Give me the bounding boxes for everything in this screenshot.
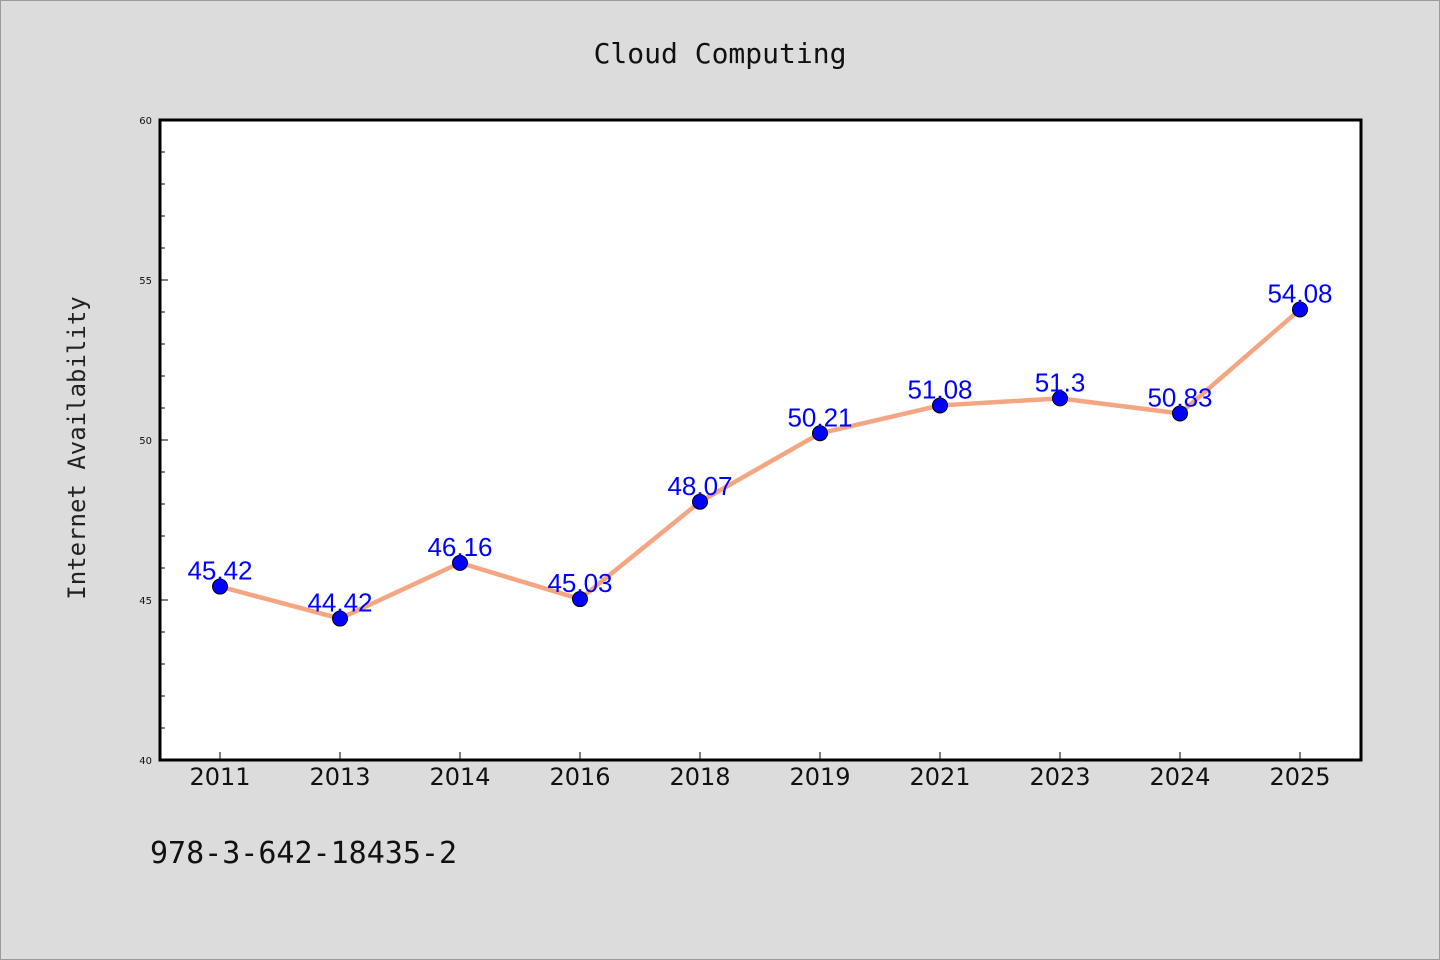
- data-point: [1172, 405, 1188, 422]
- y-axis-label: Internet Availability: [63, 296, 91, 599]
- x-tick-label: 2021: [909, 763, 970, 791]
- data-point: [572, 591, 588, 608]
- data-labels-group: 45.42 44.42 46.16 45.03 48.07 50.21 51.08 51.3 5…: [187, 278, 1332, 617]
- data-label: 50.21: [787, 402, 852, 432]
- chart-title: Cloud Computing: [594, 37, 847, 70]
- data-point: [812, 425, 828, 442]
- x-tick-label: 2014: [429, 763, 490, 791]
- footer-text: 978-3-642-18435-2: [150, 836, 457, 871]
- y-tick-label: 60: [139, 116, 152, 127]
- data-point: [1052, 390, 1068, 407]
- y-axis: 40 45 50 55 60: [139, 116, 168, 767]
- data-point: [212, 578, 228, 595]
- data-point: [1292, 301, 1308, 318]
- series-line: [217, 307, 1303, 621]
- data-point: [692, 493, 708, 510]
- x-tick-label: 2025: [1269, 763, 1330, 791]
- y-tick-label: 45: [139, 596, 152, 607]
- x-tick-label: 2018: [669, 763, 730, 791]
- data-label: 50.83: [1147, 382, 1212, 412]
- data-label: 45.03: [547, 568, 612, 598]
- data-label: 48.07: [667, 471, 732, 501]
- markers-group: [212, 301, 1308, 627]
- series-line-group: [217, 307, 1303, 621]
- x-tick-label: 2023: [1029, 763, 1090, 791]
- x-tick-label: 2011: [189, 763, 250, 791]
- data-label: 44.42: [307, 588, 372, 618]
- x-tick-label: 2016: [549, 763, 610, 791]
- y-tick-label: 40: [139, 756, 152, 767]
- y-tick-label: 50: [139, 436, 152, 447]
- x-tick-label: 2024: [1149, 763, 1210, 791]
- x-axis: 2011 2013 2014 2016 2018 2019 2021 2023 2024 2025: [189, 752, 1331, 791]
- data-label: 51.08: [907, 374, 972, 404]
- data-label: 45.42: [187, 556, 252, 586]
- x-tick-label: 2019: [789, 763, 850, 791]
- data-point: [932, 397, 948, 414]
- y-tick-label: 55: [139, 276, 152, 287]
- x-tick-label: 2013: [309, 763, 370, 791]
- data-label: 46.16: [427, 532, 492, 562]
- data-label: 54.08: [1267, 278, 1332, 308]
- data-point: [452, 554, 468, 571]
- data-point: [332, 610, 348, 627]
- plot-area: [158, 118, 1363, 762]
- data-label: 51.3: [1035, 367, 1086, 397]
